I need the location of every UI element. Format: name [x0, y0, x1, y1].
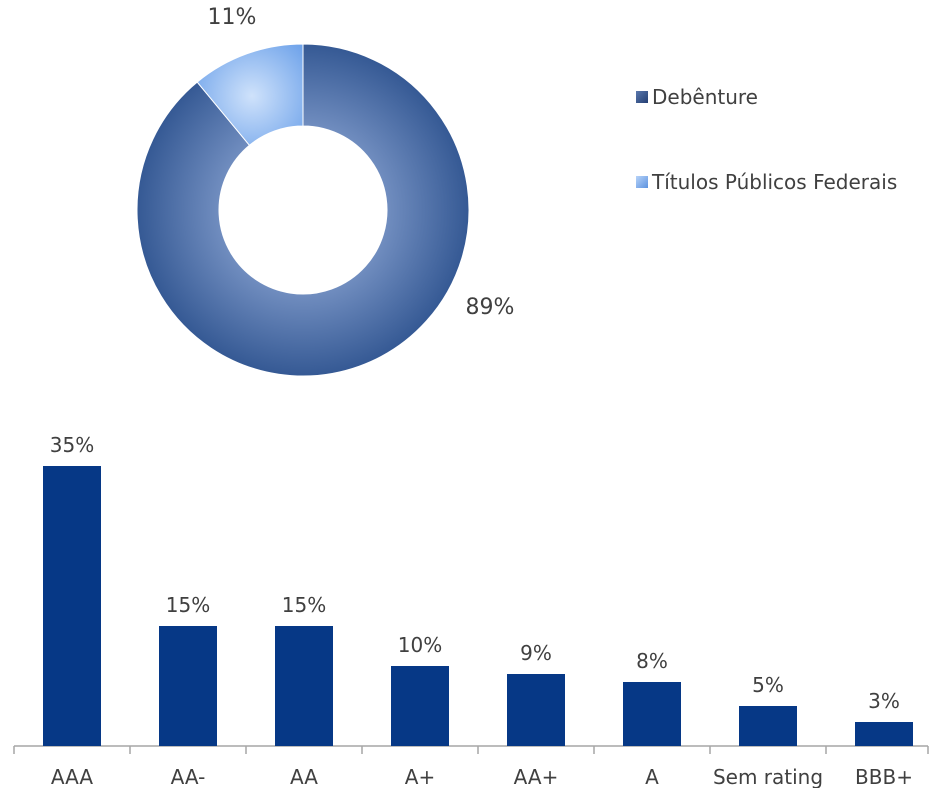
x-tick-label-a: A [645, 765, 659, 788]
bar-chart: 35% AAA 15% AA- 15% AA 10% A+ 9% AA+ 8% A 5% Sem rati… [14, 433, 928, 788]
bar-value-label-a: 8% [636, 649, 668, 673]
bar-value-label-aa: 9% [520, 641, 552, 665]
bar-value-label-aa: 15% [166, 593, 210, 617]
bar-a [623, 682, 681, 746]
donut-chart: 89% 11% [137, 5, 514, 376]
x-tick-label-aa: AA [290, 765, 318, 788]
legend-label-titulos-publicos-federais: Títulos Públicos Federais [651, 170, 897, 194]
donut-legend: Debênture Títulos Públicos Federais [636, 85, 897, 194]
donut-label-debenture: 89% [466, 295, 515, 320]
legend-swatch-titulos-publicos-federais [636, 176, 648, 188]
x-tick-label-a: A+ [405, 765, 435, 788]
bar-value-label-bbb: 3% [868, 689, 900, 713]
bar-aa [159, 626, 217, 746]
bar-sem-rating [739, 706, 797, 746]
bar-value-label-aaa: 35% [50, 433, 94, 457]
x-tick-label-aaa: AAA [51, 765, 93, 788]
bar-aa [507, 674, 565, 746]
x-tick-label-bbb: BBB+ [855, 765, 913, 788]
bar-value-label-sem-rating: 5% [752, 673, 784, 697]
x-tick-label-sem-rating: Sem rating [713, 765, 823, 788]
x-tick-label-aa: AA+ [514, 765, 559, 788]
legend-label-debenture: Debênture [652, 85, 758, 109]
donut-label-titulos-publicos-federais: 11% [208, 5, 257, 30]
bar-bbb [855, 722, 913, 746]
legend-swatch-debenture [636, 91, 648, 103]
bar-aa [275, 626, 333, 746]
bar-aaa [43, 466, 101, 746]
x-tick-label-aa: AA- [171, 765, 206, 788]
bar-value-label-aa: 15% [282, 593, 326, 617]
bar-a [391, 666, 449, 746]
bar-value-label-a: 10% [398, 633, 442, 657]
